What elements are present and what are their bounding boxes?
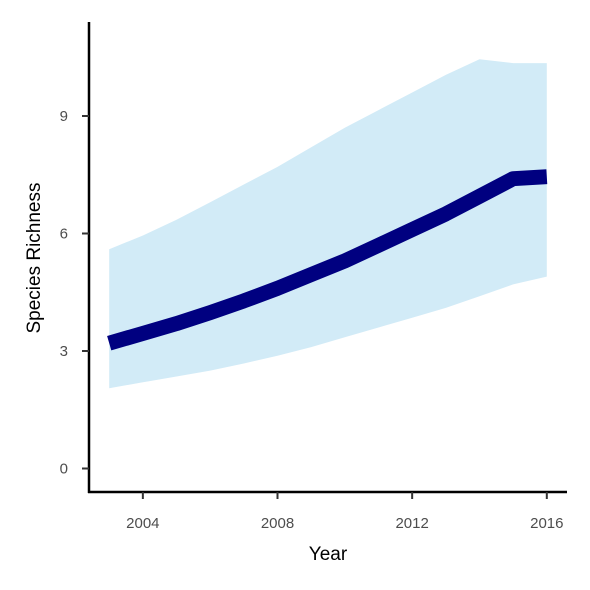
trend-line-layer — [107, 169, 548, 351]
y-tick-label-0: 0 — [60, 461, 68, 478]
confidence-band — [109, 59, 547, 389]
x-tick-label-2004: 2004 — [126, 515, 159, 532]
y-axis-title: Species Richness — [24, 182, 45, 333]
confidence-band-layer — [109, 59, 547, 389]
x-tick-label-2008: 2008 — [261, 515, 294, 532]
y-tick-label-3: 3 — [60, 343, 68, 360]
y-tick-label-6: 6 — [60, 226, 68, 243]
x-axis-title: Year — [309, 544, 348, 565]
x-tick-label-2012: 2012 — [395, 515, 428, 532]
trend-line — [107, 169, 548, 351]
x-tick-label-2016: 2016 — [530, 515, 563, 532]
y-tick-label-9: 9 — [60, 108, 68, 125]
axes-layer: 0 3 6 9 2004 2008 2012 2016 — [60, 22, 567, 532]
